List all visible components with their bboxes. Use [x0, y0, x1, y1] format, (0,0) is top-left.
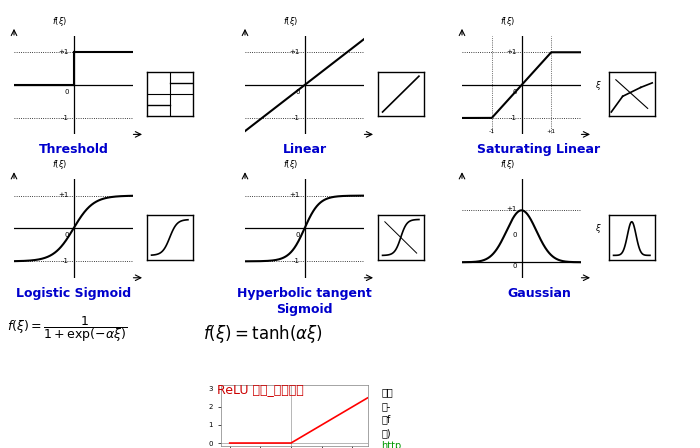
- Text: $\xi$: $\xi$: [378, 78, 385, 92]
- Text: -1: -1: [62, 115, 69, 121]
- Text: $\xi$: $\xi$: [595, 222, 602, 235]
- Text: 0: 0: [64, 233, 69, 238]
- Text: +1: +1: [58, 193, 69, 198]
- Text: 指f: 指f: [382, 414, 391, 424]
- Text: $f(\xi)$: $f(\xi)$: [283, 158, 298, 171]
- Text: $\xi$: $\xi$: [147, 78, 154, 92]
- Text: 0: 0: [512, 89, 517, 95]
- Text: $f(\xi)$: $f(\xi)$: [283, 15, 298, 28]
- Text: -1: -1: [510, 115, 517, 121]
- Text: $\xi$: $\xi$: [595, 78, 602, 92]
- Text: ReLU 函数_百度百科: ReLU 函数_百度百科: [217, 383, 304, 396]
- Text: 是-: 是-: [382, 401, 391, 411]
- Text: Gaussian: Gaussian: [507, 287, 571, 300]
- Text: 0: 0: [295, 89, 300, 95]
- Text: 0: 0: [512, 233, 517, 238]
- Text: $f(\xi)$: $f(\xi)$: [52, 15, 67, 28]
- Text: Saturating Linear: Saturating Linear: [477, 143, 601, 156]
- Text: 0: 0: [295, 233, 300, 238]
- Text: $\xi$: $\xi$: [147, 222, 154, 235]
- Text: +1: +1: [58, 49, 69, 55]
- Text: -1: -1: [293, 258, 300, 264]
- Text: +1: +1: [547, 129, 556, 134]
- Text: +1: +1: [506, 49, 517, 55]
- Text: 定): 定): [382, 428, 391, 438]
- Text: +1: +1: [289, 49, 300, 55]
- Text: 线性: 线性: [382, 388, 393, 397]
- Text: 0: 0: [512, 263, 517, 269]
- Text: +1: +1: [506, 206, 517, 212]
- Text: Logistic Sigmoid: Logistic Sigmoid: [16, 287, 131, 300]
- Text: -1: -1: [293, 115, 300, 121]
- Text: $\xi$: $\xi$: [378, 222, 385, 235]
- Text: +1: +1: [289, 193, 300, 198]
- Text: -1: -1: [62, 258, 69, 264]
- Text: 0: 0: [64, 89, 69, 95]
- Text: $f(\xi)$: $f(\xi)$: [500, 158, 515, 171]
- Text: Hyperbolic tangent
Sigmoid: Hyperbolic tangent Sigmoid: [237, 287, 372, 316]
- Text: $f(\xi)$: $f(\xi)$: [52, 158, 67, 171]
- Text: $f(\xi)$: $f(\xi)$: [500, 15, 515, 28]
- Text: $f(\xi)=\tanh(\alpha\xi)$: $f(\xi)=\tanh(\alpha\xi)$: [203, 323, 323, 345]
- Text: Linear: Linear: [282, 143, 327, 156]
- Text: -1: -1: [489, 129, 495, 134]
- Text: Threshold: Threshold: [38, 143, 108, 156]
- Text: http: http: [382, 441, 402, 448]
- Text: $f(\xi)=\dfrac{1}{1+\exp(-\alpha\xi)}$: $f(\xi)=\dfrac{1}{1+\exp(-\alpha\xi)}$: [7, 314, 127, 344]
